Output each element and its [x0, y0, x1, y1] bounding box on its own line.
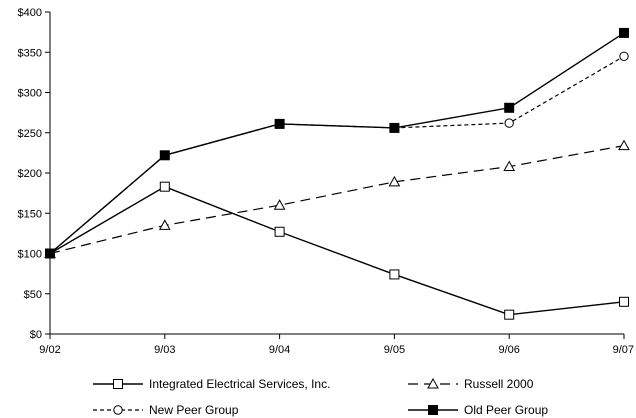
y-tick-label: $50 — [24, 289, 42, 301]
x-tick-label: 9/03 — [154, 344, 175, 356]
data-point — [618, 139, 630, 151]
series-line — [49, 185, 625, 316]
series-3 — [45, 27, 629, 259]
legend-marker — [113, 379, 123, 389]
series-1 — [44, 139, 630, 258]
data-point — [504, 118, 514, 128]
x-tick-label: 9/04 — [269, 344, 290, 356]
y-tick-label: $400 — [18, 7, 42, 19]
data-point — [159, 181, 170, 192]
y-tick-label: $150 — [18, 208, 42, 220]
y-tick-label: $0 — [30, 329, 42, 341]
series-layer — [44, 27, 630, 320]
legend-label: New Peer Group — [149, 403, 239, 417]
legend-item-3: Old Peer Group — [408, 403, 548, 417]
y-tick-label: $250 — [18, 128, 42, 140]
series-0 — [45, 181, 629, 320]
series-2 — [45, 51, 629, 259]
data-point — [159, 150, 170, 161]
y-tick-label: $100 — [18, 249, 42, 261]
y-tick-label: $300 — [18, 88, 42, 100]
data-point — [389, 269, 400, 280]
series-line — [49, 32, 625, 255]
chart-legend: Integrated Electrical Services, Inc. Russ… — [93, 377, 548, 417]
legend-label: Integrated Electrical Services, Inc. — [149, 377, 330, 391]
data-point — [504, 102, 515, 113]
x-axis-ticks: 9/02 9/03 9/04 9/05 9/06 9/07 — [39, 334, 634, 356]
x-tick-label: 9/05 — [384, 344, 405, 356]
series-line — [49, 55, 625, 254]
data-point — [619, 27, 629, 38]
legend-label: Russell 2000 — [464, 377, 534, 391]
data-point — [619, 296, 629, 307]
chart-axes — [49, 12, 624, 335]
data-point — [274, 118, 285, 129]
legend-item-2: New Peer Group — [93, 403, 239, 417]
legend-marker — [427, 377, 439, 389]
legend-marker — [113, 405, 123, 415]
legend-item-0: Integrated Electrical Services, Inc. — [93, 377, 330, 391]
x-tick-label: 9/07 — [613, 344, 634, 356]
x-tick-label: 9/06 — [498, 344, 519, 356]
data-point — [504, 309, 515, 320]
data-point — [45, 248, 55, 259]
data-point — [273, 199, 286, 210]
y-axis-ticks: $0 $50 $100 $150 $200 $250 $300 $350 $400 — [18, 7, 50, 341]
data-point — [158, 219, 171, 230]
y-tick-label: $350 — [18, 47, 42, 59]
data-point — [274, 226, 285, 237]
legend-marker — [428, 405, 438, 415]
x-tick-label: 9/02 — [39, 344, 60, 356]
data-point — [389, 122, 400, 133]
y-tick-label: $200 — [18, 168, 42, 180]
data-point — [388, 175, 401, 187]
data-point — [619, 51, 629, 61]
series-line — [49, 145, 625, 255]
legend-item-1: Russell 2000 — [408, 377, 534, 391]
data-point — [503, 160, 516, 172]
legend-label: Old Peer Group — [464, 403, 548, 417]
